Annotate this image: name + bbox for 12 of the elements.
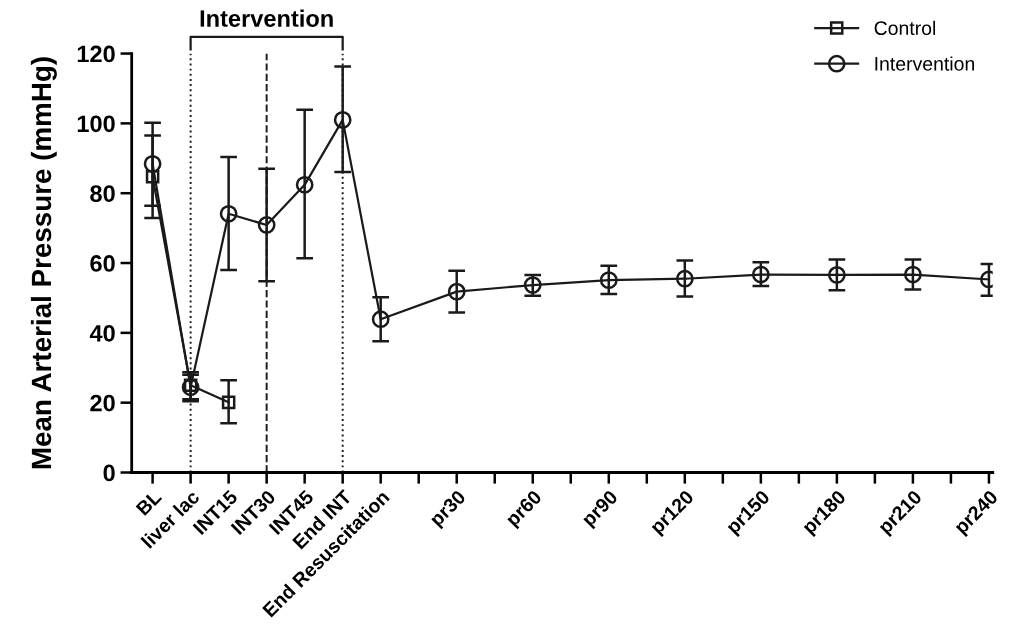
y-tick-label: 20	[90, 394, 115, 412]
legend-label: Control	[874, 20, 936, 36]
y-tick-label: 0	[103, 464, 115, 482]
text: Intervention	[200, 9, 333, 27]
y-axis-title: Mean Arterial Pressure (mmHg)	[30, 57, 57, 469]
y-tick-label: 40	[89, 324, 115, 342]
y-tick-label: 120	[77, 45, 115, 63]
y-tick-label: 60	[90, 255, 115, 272]
y-tick-label: 100	[77, 115, 115, 133]
x-tick-label: BL	[135, 489, 163, 516]
legend-label: Intervention	[875, 56, 974, 71]
y-tick-label: 80	[90, 185, 115, 202]
